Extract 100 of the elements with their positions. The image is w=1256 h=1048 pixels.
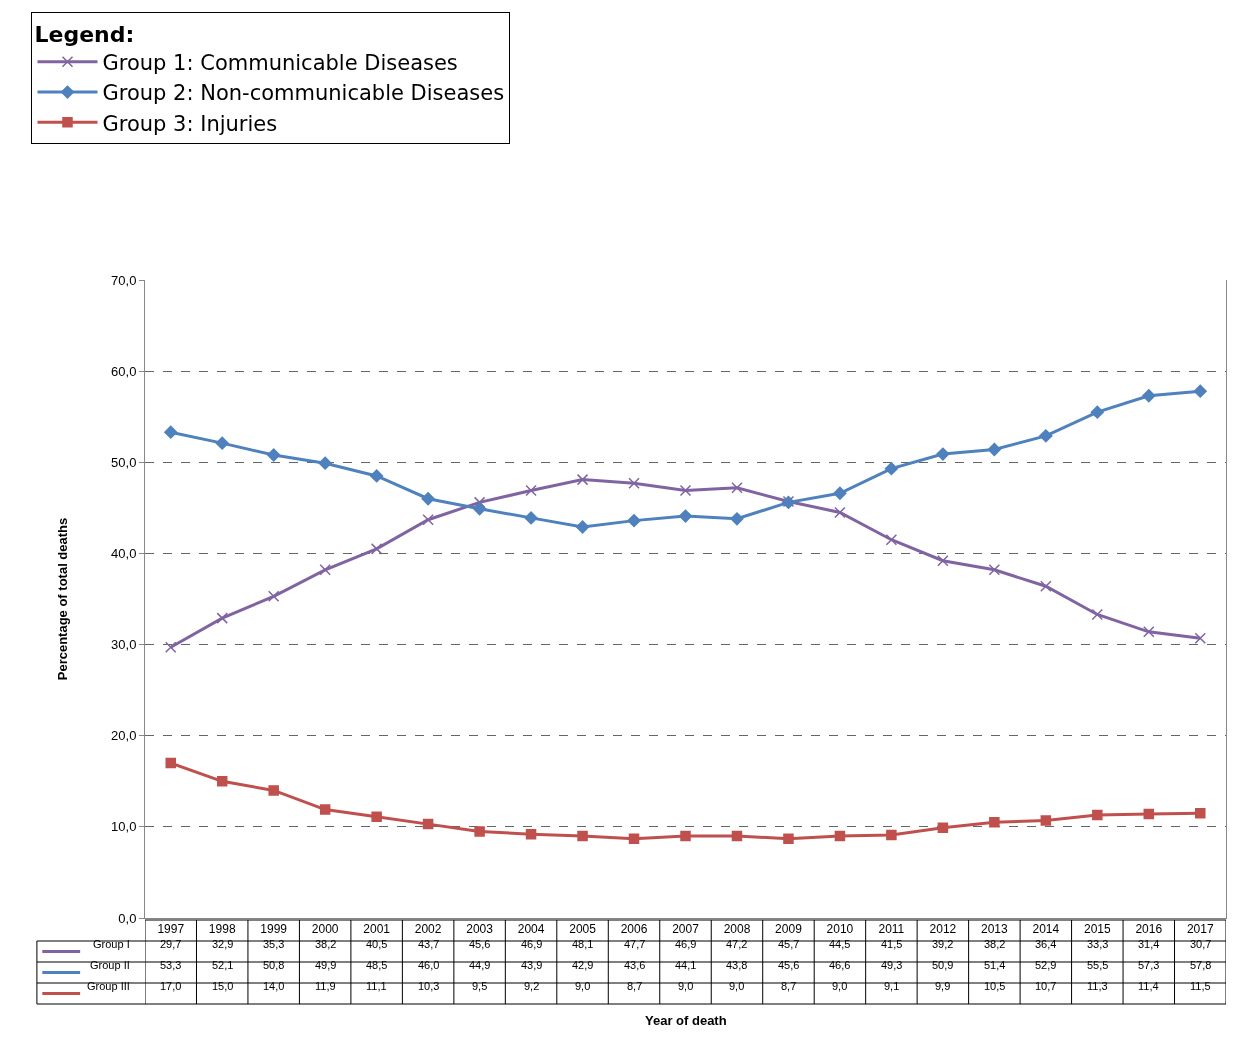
data-label: 11,1 — [366, 980, 387, 992]
data-label: 43,6 — [624, 959, 646, 971]
data-label: 30,7 — [1190, 938, 1212, 950]
data-label: 9,0 — [832, 980, 848, 992]
data-label: 14,0 — [263, 980, 285, 992]
y-tick-label: 20,0 — [111, 728, 137, 744]
data-label: 51,4 — [984, 959, 1006, 971]
data-label: 38,2 — [315, 938, 337, 950]
legend-label: Group 1: Communicable Diseases — [102, 50, 458, 75]
x-tick-label: 2010 — [826, 922, 854, 937]
data-label: 46,9 — [675, 938, 697, 950]
y-tick-label: 10,0 — [111, 819, 137, 835]
data-label: 9,0 — [729, 980, 745, 992]
data-label: 41,5 — [881, 938, 903, 950]
x-tick-label: 2011 — [878, 922, 905, 937]
data-label: 46,9 — [521, 938, 543, 950]
data-label: 31,4 — [1138, 938, 1160, 950]
y-tick-label: 40,0 — [111, 545, 137, 561]
data-label: 52,9 — [1035, 959, 1057, 971]
data-label: 43,8 — [726, 959, 748, 971]
data-label: 46,0 — [418, 959, 440, 971]
data-label: 10,3 — [418, 980, 440, 992]
data-label: 8,7 — [627, 980, 643, 992]
data-label: 33,3 — [1087, 938, 1109, 950]
y-tick-label: 30,0 — [111, 637, 137, 653]
data-label: 44,9 — [469, 959, 491, 971]
text: Group II — [90, 959, 130, 971]
y-tick-label: 0,0 — [118, 910, 137, 926]
data-label: 29,7 — [160, 938, 182, 950]
data-label: 52,1 — [212, 959, 234, 971]
x-tick-label: 2009 — [775, 922, 803, 937]
data-label: 49,3 — [881, 959, 903, 971]
legend-label: Group 3: Injuries — [102, 111, 278, 136]
data-label: 40,5 — [366, 938, 388, 950]
x-tick-label: 2006 — [620, 922, 648, 937]
x-tick-label: 2007 — [672, 922, 700, 937]
data-label: 43,9 — [521, 959, 543, 971]
data-label: 42,9 — [572, 959, 594, 971]
data-label: 50,9 — [932, 959, 954, 971]
legend-label: Group 2: Non-communicable Diseases — [102, 81, 505, 106]
x-tick-label: 2013 — [981, 922, 1009, 937]
data-label: 48,1 — [572, 938, 594, 950]
data-label: 10,5 — [984, 980, 1006, 992]
x-tick-label: 2005 — [569, 922, 597, 937]
text: Group III — [87, 980, 130, 992]
data-label: 15,0 — [212, 980, 234, 992]
data-label: 9,2 — [524, 980, 540, 992]
x-tick-label: 2017 — [1186, 922, 1214, 937]
data-label: 57,8 — [1190, 959, 1212, 971]
data-label: 8,7 — [781, 980, 797, 992]
data-label: 11,4 — [1138, 980, 1159, 992]
data-label: 45,7 — [778, 938, 800, 950]
data-label: 47,7 — [624, 938, 646, 950]
data-label: 49,9 — [315, 959, 337, 971]
data-label: 57,3 — [1138, 959, 1160, 971]
x-tick-label: 1998 — [208, 922, 236, 937]
y-tick-label: 60,0 — [111, 363, 137, 379]
data-label: 9,5 — [472, 980, 488, 992]
x-tick-label: 2000 — [311, 922, 339, 937]
x-tick-label: 2004 — [517, 922, 545, 937]
data-label: 9,1 — [884, 980, 900, 992]
x-tick-label: 2001 — [363, 922, 391, 937]
data-label: 45,6 — [778, 959, 800, 971]
y-tick-label: 50,0 — [111, 454, 137, 470]
x-tick-label: 1999 — [260, 922, 288, 937]
data-label: 48,5 — [366, 959, 388, 971]
data-label: 9,0 — [575, 980, 591, 992]
data-label: 53,3 — [160, 959, 182, 971]
data-label: 39,2 — [932, 938, 954, 950]
y-tick-label: 70,0 — [111, 272, 137, 288]
data-label: 50,8 — [263, 959, 285, 971]
data-label: 32,9 — [212, 938, 234, 950]
x-tick-label: 2003 — [466, 922, 494, 937]
data-label: 45,6 — [469, 938, 491, 950]
data-label: 11,3 — [1087, 980, 1108, 992]
data-label: 46,6 — [829, 959, 851, 971]
data-label: 36,4 — [1035, 938, 1057, 950]
data-label: 38,2 — [984, 938, 1006, 950]
data-label: 44,5 — [829, 938, 851, 950]
x-tick-label: 1997 — [157, 922, 185, 937]
x-tick-label: 2014 — [1032, 922, 1060, 937]
x-tick-label: 2016 — [1135, 922, 1163, 937]
data-label: 35,3 — [263, 938, 285, 950]
data-label: 9,9 — [935, 980, 951, 992]
data-label: 10,7 — [1035, 980, 1057, 992]
x-tick-label: 2008 — [723, 922, 751, 937]
x-tick-label: 2012 — [929, 922, 957, 937]
data-label: 43,7 — [418, 938, 440, 950]
data-label: 47,2 — [726, 938, 748, 950]
data-label: 17,0 — [160, 980, 182, 992]
x-tick-label: 2002 — [414, 922, 442, 937]
legend-title: Legend: — [34, 21, 135, 47]
data-label: 11,9 — [315, 980, 336, 992]
text: Year of death — [645, 1013, 727, 1028]
data-label: 44,1 — [675, 959, 697, 971]
data-label: 11,5 — [1190, 980, 1211, 992]
x-tick-label: 2015 — [1083, 922, 1111, 937]
y-axis-title: Percentage of total deaths — [55, 517, 71, 681]
text: Group I — [93, 938, 130, 950]
data-label: 9,0 — [678, 980, 694, 992]
